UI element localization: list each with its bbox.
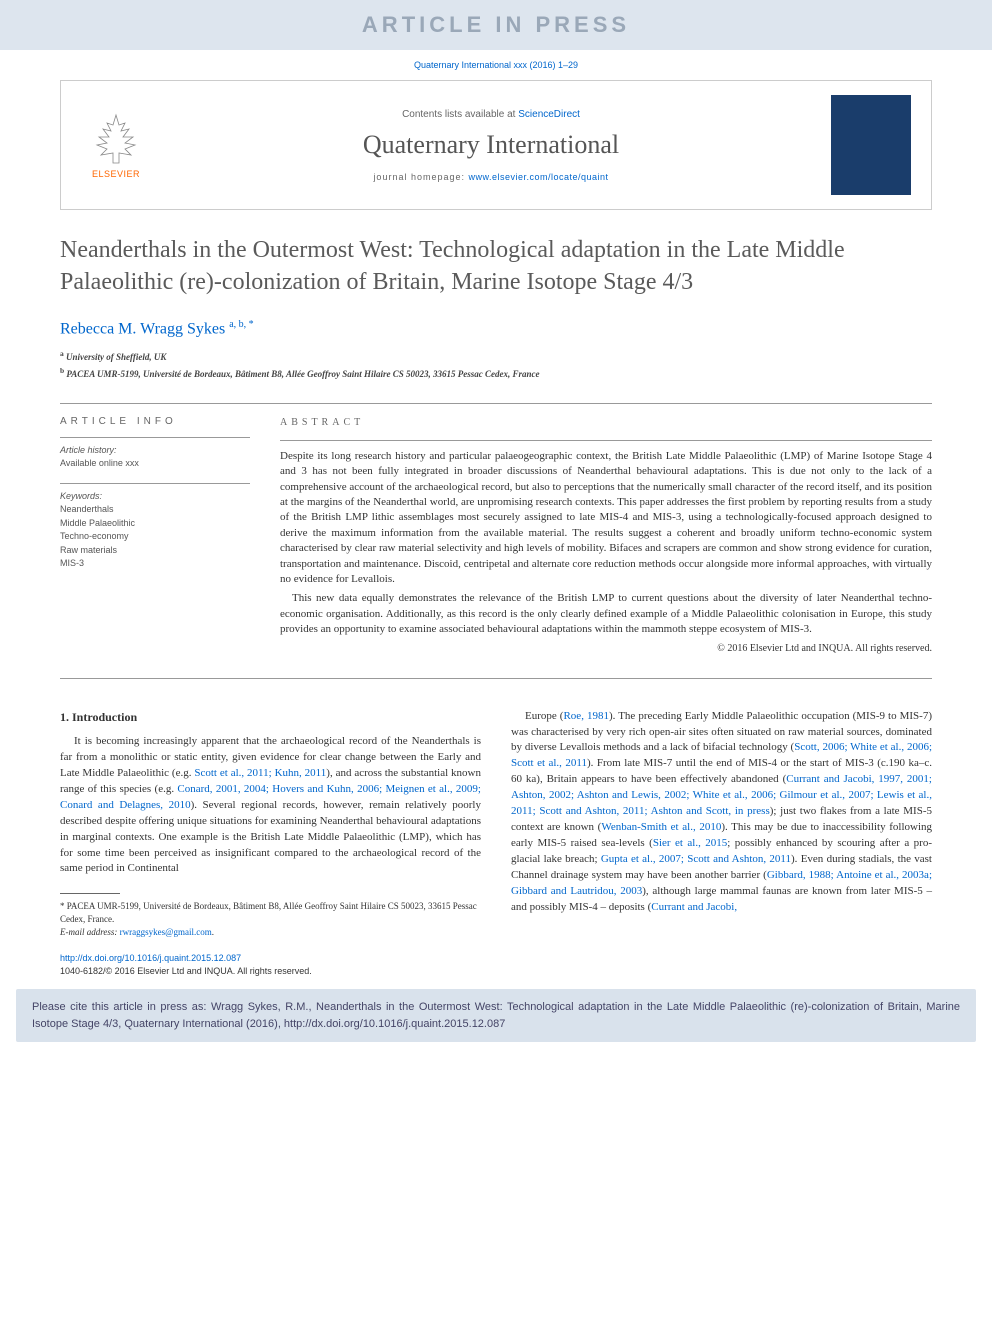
ref-link[interactable]: Roe, 1981 [563,710,609,722]
footnote-separator [60,893,120,894]
author-name: Rebecca M. Wragg Sykes [60,320,225,337]
keywords-section: Keywords: Neanderthals Middle Palaeolith… [60,483,250,571]
article-info-column: ARTICLE INFO Article history: Available … [60,416,250,656]
header-center: Contents lists available at ScienceDirec… [151,109,831,182]
article-info-header: ARTICLE INFO [60,416,250,427]
doi-link[interactable]: http://dx.doi.org/10.1016/j.quaint.2015.… [60,953,241,963]
divider [60,678,932,679]
ref-link[interactable]: Currant and Jacobi, [651,901,737,913]
sciencedirect-link[interactable]: ScienceDirect [518,109,580,120]
author-email[interactable]: rwraggsykes@gmail.com [120,927,212,937]
ref-link[interactable]: Wenban-Smith et al., 2010 [601,821,721,833]
keyword: MIS-3 [60,558,84,568]
keywords-label: Keywords: [60,491,102,501]
body-columns: 1. Introduction It is becoming increasin… [60,709,932,978]
cite-box: Please cite this article in press as: Wr… [16,989,976,1042]
publisher-name: ELSEVIER [92,169,140,179]
keyword: Techno-economy [60,531,129,541]
corresponding-footnote: * PACEA UMR-5199, Université de Bordeaux… [60,900,481,938]
history-label: Article history: [60,445,117,455]
ref-link[interactable]: Sier et al., 2015 [653,837,727,849]
left-column: 1. Introduction It is becoming increasin… [60,709,481,978]
divider [60,403,932,404]
contents-list-line: Contents lists available at ScienceDirec… [151,109,831,120]
elsevier-tree-icon [93,111,139,167]
intro-left-para: It is becoming increasingly apparent tha… [60,734,481,877]
article-title: Neanderthals in the Outermost West: Tech… [60,234,932,299]
right-column: Europe (Roe, 1981). The preceding Early … [511,709,932,978]
contents-prefix: Contents lists available at [402,109,518,120]
keyword: Raw materials [60,545,117,555]
author-line: Rebecca M. Wragg Sykes a, b, * [60,319,932,338]
abstract-p2: This new data equally demonstrates the r… [280,591,932,637]
ref-link[interactable]: Gupta et al., 2007; Scott and Ashton, 20… [601,853,791,865]
journal-header: ELSEVIER Contents lists available at Sci… [60,80,932,210]
journal-name: Quaternary International [151,130,831,160]
affiliations: a University of Sheffield, UK b PACEA UM… [60,348,932,381]
homepage-link[interactable]: www.elsevier.com/locate/quaint [469,172,609,182]
abstract-header: ABSTRACT [280,416,932,430]
abstract-p1: Despite its long research history and pa… [280,449,932,588]
journal-cover-thumb [831,95,911,195]
homepage-line: journal homepage: www.elsevier.com/locat… [151,172,831,182]
corr-address: * PACEA UMR-5199, Université de Bordeaux… [60,900,481,925]
article-body: Neanderthals in the Outermost West: Tech… [0,234,992,977]
affiliation-a: University of Sheffield, UK [66,352,166,362]
ref-link[interactable]: Scott et al., 2011; Kuhn, 2011 [194,767,326,779]
abstract-column: ABSTRACT Despite its long research histo… [280,416,932,656]
info-abstract-row: ARTICLE INFO Article history: Available … [60,416,932,656]
homepage-prefix: journal homepage: [373,172,468,182]
history-text: Available online xxx [60,458,139,468]
issn-line: 1040-6182/© 2016 Elsevier Ltd and INQUA.… [60,966,312,976]
abstract-body: Despite its long research history and pa… [280,440,932,656]
section-heading: 1. Introduction [60,709,481,726]
abstract-copyright: © 2016 Elsevier Ltd and INQUA. All right… [280,642,932,656]
email-label: E-mail address: [60,927,117,937]
author-marks: a, b, * [229,319,253,330]
keyword: Neanderthals [60,504,114,514]
citation-top: Quaternary International xxx (2016) 1–29 [0,50,992,76]
keyword: Middle Palaeolithic [60,518,135,528]
publisher-logo: ELSEVIER [81,105,151,185]
article-history: Article history: Available online xxx [60,437,250,471]
affiliation-b: PACEA UMR-5199, Université de Bordeaux, … [66,369,539,379]
article-in-press-banner: ARTICLE IN PRESS [0,0,992,50]
intro-right-para: Europe (Roe, 1981). The preceding Early … [511,709,932,916]
doi-block: http://dx.doi.org/10.1016/j.quaint.2015.… [60,952,481,977]
